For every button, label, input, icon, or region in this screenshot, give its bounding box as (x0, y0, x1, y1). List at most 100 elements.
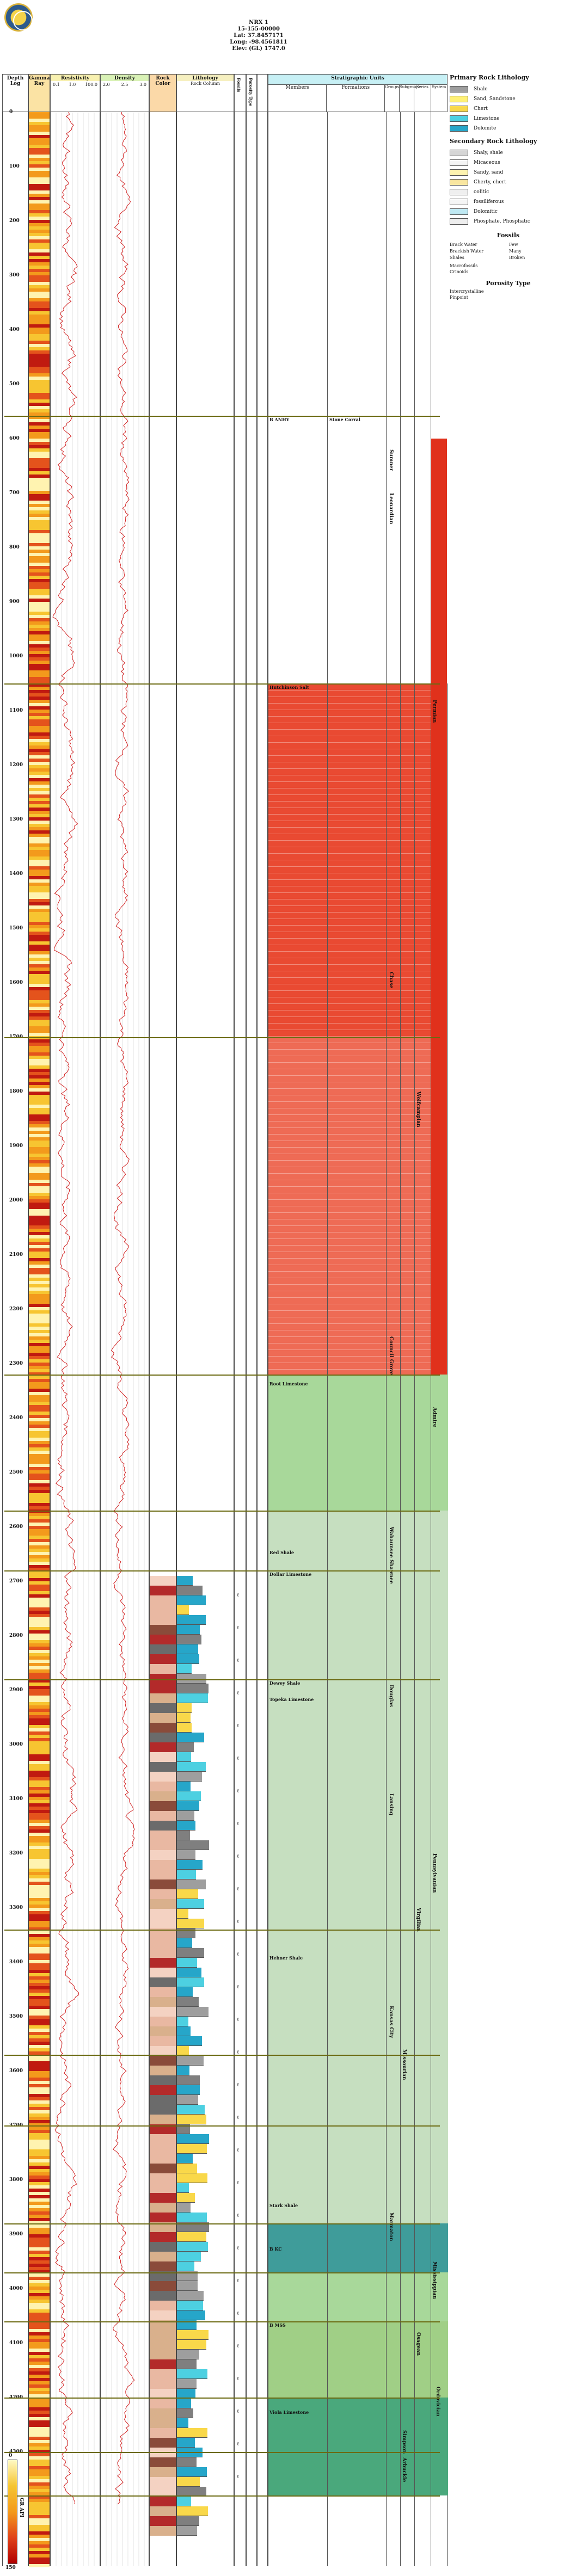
resistivity-header: Resistivity 0.1 1.0 100.0 (50, 74, 100, 112)
legend-swatch (450, 106, 468, 112)
member-label: Root Limestone (269, 1381, 308, 1386)
unit-vertical-label: Wabaunsee (388, 1527, 394, 1558)
member-label: Dollar Limestone (269, 1572, 312, 1577)
unit-vertical-label: Virgilian (415, 1908, 421, 1932)
density-max: 3.0 (139, 82, 146, 87)
resistivity-curve (52, 112, 100, 2566)
depth-label: 2000 (9, 1198, 23, 1203)
legend-swatch (450, 199, 468, 205)
unit-vertical-label: Council Grove (388, 1336, 394, 1376)
legend-row: Dolomite (450, 124, 567, 133)
formation-top-line (4, 2272, 440, 2273)
legend-label: Dolomite (474, 126, 497, 131)
formation-top-line (4, 2321, 440, 2322)
gamma-header: Gamma Ray (28, 74, 50, 112)
legend-label: Phosphate, Phosphatic (474, 219, 530, 224)
legend-porosity-title: Porosity Type (486, 280, 531, 287)
fossils-header: Fossils (234, 74, 246, 112)
legend-swatch (450, 125, 468, 132)
depth-label: 700 (9, 490, 20, 496)
unit-vertical-label: Sumner (388, 449, 394, 471)
unit-vertical-label: Admire (432, 1407, 437, 1427)
legend-swatch (450, 169, 468, 176)
formation-top-line (4, 416, 440, 417)
legend-row: Sand, Sandstone (450, 94, 567, 104)
legend-label: Dolomitic (474, 209, 498, 214)
gamma-ray-track (28, 112, 50, 2567)
unit-vertical-label: Mississippian (432, 2261, 437, 2299)
density-mid: 2.5 (121, 82, 128, 87)
strat-title: Stratigraphic Units (268, 75, 447, 84)
depth-label: 4100 (9, 2340, 23, 2346)
rock-column-title: Rock Column (190, 81, 220, 86)
unit-vertical-label: Wolfcampian (415, 1092, 421, 1127)
survey-logo (4, 3, 33, 32)
formation-top-line (4, 2223, 440, 2224)
depth-label: 1100 (9, 708, 23, 713)
legend-secondary-title: Secondary Rock Lithology (450, 138, 537, 145)
depth-label: 3400 (9, 1959, 23, 1965)
depth-label: 1800 (9, 1089, 23, 1094)
fossil-legend-2: Shales (450, 255, 464, 260)
depth-label: 3000 (9, 1742, 23, 1747)
rock-color-title: Rock Color (155, 76, 170, 87)
unit-vertical-label: Douglas (388, 1685, 394, 1707)
lithology-title: Lithology (177, 75, 234, 81)
legend-row: fossiliferous (450, 197, 567, 207)
depth-label: 2800 (9, 1633, 23, 1638)
density-curve (106, 112, 145, 2566)
colorbar-bottom: 150 (5, 2565, 16, 2571)
depth-label: 1200 (9, 762, 23, 768)
formations-title: Formations (327, 85, 385, 112)
legend-primary-list: Shale Sand, Sandstone Chert Limestone Dolomi… (450, 84, 567, 133)
legend-swatch (450, 179, 468, 186)
blank-header (257, 74, 268, 112)
lithology-track (176, 112, 234, 2566)
legend-label: Chert (474, 106, 488, 112)
unit-vertical-label: Kansas City (388, 2006, 394, 2038)
legend-fossils-title: Fossils (497, 232, 520, 239)
unit-vertical-label: Ordovician (435, 2387, 440, 2417)
formation-top-line (4, 2495, 440, 2497)
depth-label: 1300 (9, 817, 23, 822)
member-label: B KC (269, 2246, 282, 2252)
porosity-legend-0: Intercrystalline (450, 289, 484, 294)
depth-title: Depth Log (7, 76, 24, 87)
depth-label: 0 (9, 109, 13, 115)
stratigraphy-track: B ANHY Stone Corral Hutchinson Salt Root Li… (268, 112, 448, 2566)
depth-label: 3300 (9, 1905, 23, 1911)
unit-vertical-label: Arbuckle (401, 2457, 407, 2482)
log-header: NRX 1 15-155-00000 Lat: 37.8457171 Long:… (0, 0, 570, 120)
resistivity-title: Resistivity (51, 75, 100, 81)
depth-label: 1600 (9, 980, 23, 985)
legend-row: Micaceous (450, 158, 567, 168)
fossil-legend-5: Broken (509, 255, 525, 260)
formation-top-line (4, 683, 440, 685)
legend-row: Limestone (450, 114, 567, 124)
legend-row: Phosphate, Phosphatic (450, 217, 567, 226)
legend-row: Shaly, shale (450, 148, 567, 158)
legend-row: Shale (450, 84, 567, 94)
legend-row: oolitic (450, 187, 567, 197)
resistivity-mid: 1.0 (69, 82, 76, 87)
legend-label: Micaceous (474, 160, 500, 165)
well-api: 15-155-00000 (237, 26, 280, 32)
well-title-block: NRX 1 15-155-00000 Lat: 37.8457171 Long:… (207, 20, 310, 52)
porosity-legend-1: Pinpoint (450, 295, 468, 300)
fossil-extra-0: Macrofossils (450, 263, 478, 268)
depth-label: 900 (9, 599, 20, 605)
porosity-title: Porosity Type (248, 78, 253, 107)
formation-top-line (4, 1375, 440, 1376)
fossil-legend-0: Brack Water (450, 242, 477, 247)
depth-label: 400 (9, 327, 20, 332)
porosity-track (246, 112, 257, 2566)
unit-vertical-label: Chase (388, 972, 394, 989)
depth-label: 300 (9, 273, 20, 278)
depth-label: 3900 (9, 2232, 23, 2237)
unit-vertical-label: Missourian (401, 2049, 407, 2080)
member-label: Stark Shale (269, 2203, 298, 2208)
formation-top-line (4, 1037, 440, 1038)
lithology-header: Lithology Rock Column (176, 74, 234, 112)
legend-label: Shale (474, 87, 488, 92)
member-label: Hutchinson Salt (269, 685, 309, 690)
